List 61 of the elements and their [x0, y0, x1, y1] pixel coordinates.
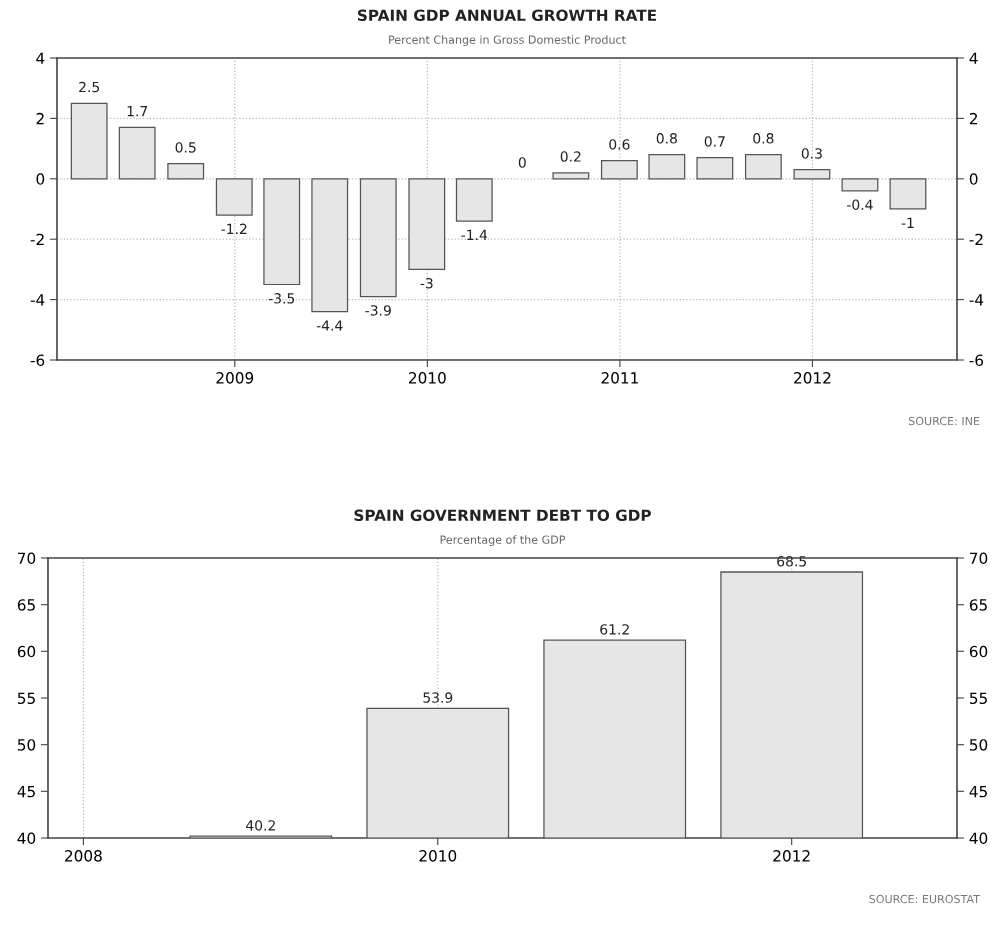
- data-label: -1.2: [221, 223, 247, 234]
- data-label: 0.8: [753, 133, 774, 144]
- y2-tick-label: 4: [969, 52, 978, 64]
- x-tick-label: 2011: [601, 372, 638, 384]
- data-label: 2.5: [79, 81, 100, 93]
- x-tick-label: 2010: [409, 372, 446, 384]
- data-label: 40.2: [246, 820, 275, 831]
- y-tick-label: 65: [17, 599, 35, 611]
- x-tick-label: 2010: [419, 850, 457, 862]
- data-label: -4.4: [316, 320, 343, 331]
- y2-tick-label: 40: [969, 832, 988, 845]
- y2-tick-label: 55: [969, 692, 987, 705]
- chart-subtitle: Percent Change in Gross Domestic Product: [389, 35, 626, 46]
- y-tick-label: 60: [17, 645, 36, 658]
- source-note: SOURCE: INE: [908, 416, 980, 426]
- data-label: 0.5: [175, 142, 196, 153]
- data-label: 53.9: [423, 692, 453, 703]
- x-tick-label: 2008: [65, 850, 102, 862]
- y2-tick-label: -4: [969, 294, 984, 306]
- y2-tick-label: 70: [970, 552, 988, 565]
- y-tick-label: 55: [17, 692, 35, 705]
- x-tick-label: 2012: [794, 372, 831, 384]
- y-tick-label: 4: [36, 52, 45, 64]
- y2-tick-label: 60: [969, 645, 988, 658]
- data-label: -3: [420, 277, 433, 289]
- y-tick-label: 40: [17, 832, 36, 845]
- data-label: -3.5: [268, 293, 295, 304]
- data-label: -0.4: [847, 199, 873, 210]
- y-tick-label: -2: [30, 233, 44, 245]
- y2-tick-label: 65: [969, 599, 987, 611]
- y-tick-label: 2: [36, 112, 44, 125]
- chart-subtitle: Percentage of the GDP: [440, 535, 566, 546]
- data-label: 0: [518, 157, 526, 168]
- data-label: 0.7: [704, 136, 725, 147]
- data-label: 0.6: [609, 139, 630, 150]
- y-tick-label: 45: [17, 786, 35, 798]
- y2-tick-label: 2: [969, 112, 977, 125]
- y-tick-label: -4: [30, 294, 45, 306]
- y2-tick-label: 50: [969, 739, 988, 751]
- data-label: 1.7: [127, 106, 148, 117]
- y-tick-label: -6: [30, 354, 45, 367]
- y2-tick-label: -6: [969, 354, 984, 367]
- y-tick-label: 0: [36, 173, 45, 185]
- y2-tick-label: 45: [969, 786, 987, 798]
- y2-tick-label: -2: [969, 233, 983, 245]
- source-note: SOURCE: EUROSTAT: [869, 894, 981, 904]
- data-label: 0.3: [801, 148, 822, 159]
- x-tick-label: 2012: [773, 850, 810, 862]
- data-label: 61.2: [600, 624, 629, 635]
- chart-title: SPAIN GOVERNMENT DEBT TO GDP: [354, 509, 651, 522]
- y-tick-label: 70: [18, 552, 36, 565]
- data-label: -1: [901, 217, 914, 228]
- data-label: -1.4: [461, 229, 488, 240]
- chart-title: SPAIN GDP ANNUAL GROWTH RATE: [357, 9, 657, 22]
- y-tick-label: 50: [17, 739, 36, 751]
- data-label: 0.8: [656, 133, 677, 144]
- y2-tick-label: 0: [969, 173, 978, 185]
- x-tick-label: 2009: [216, 372, 254, 384]
- data-label: 0.2: [560, 151, 581, 162]
- data-label: -3.9: [365, 305, 391, 316]
- data-label: 68.5: [777, 556, 806, 567]
